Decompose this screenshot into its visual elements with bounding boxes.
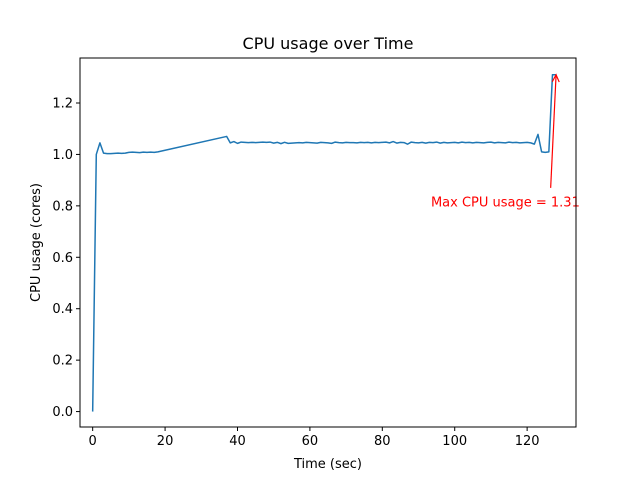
plot-area	[80, 58, 576, 427]
y-tick-label: 0.6	[52, 251, 73, 266]
series-line	[91, 73, 557, 412]
x-tick-label: 100	[442, 434, 467, 449]
annotation-arrow	[550, 74, 557, 188]
y-tick-label: 0.0	[52, 405, 73, 420]
x-axis-label: Time (sec)	[293, 457, 362, 472]
y-tick-label: 0.2	[52, 354, 73, 369]
x-tick-label: 120	[515, 434, 540, 449]
x-tick-label: 60	[302, 434, 319, 449]
y-tick-label: 0.4	[52, 302, 73, 317]
series-layer	[91, 73, 557, 412]
plot-frame	[79, 57, 577, 428]
y-tick-label: 0.8	[52, 199, 73, 214]
annotation-layer: Max CPU usage = 1.31	[431, 73, 580, 211]
y-tick-label: 1.0	[52, 148, 73, 163]
x-tick-label: 0	[89, 434, 97, 449]
annotation-arrowhead	[551, 73, 560, 83]
chart-title: CPU usage over Time	[243, 34, 414, 53]
annotation-label: Max CPU usage = 1.31	[431, 196, 580, 211]
x-tick-label: 20	[157, 434, 174, 449]
axis-ticks: 0 20 40 60 80 100 120 0.0 0.2 0.4 0.6 0.8 1.0 1.2	[52, 97, 539, 450]
x-tick-label: 40	[229, 434, 246, 449]
x-tick-label: 80	[374, 434, 391, 449]
y-tick-label: 1.2	[52, 97, 73, 112]
y-axis-label: CPU usage (cores)	[29, 183, 44, 302]
